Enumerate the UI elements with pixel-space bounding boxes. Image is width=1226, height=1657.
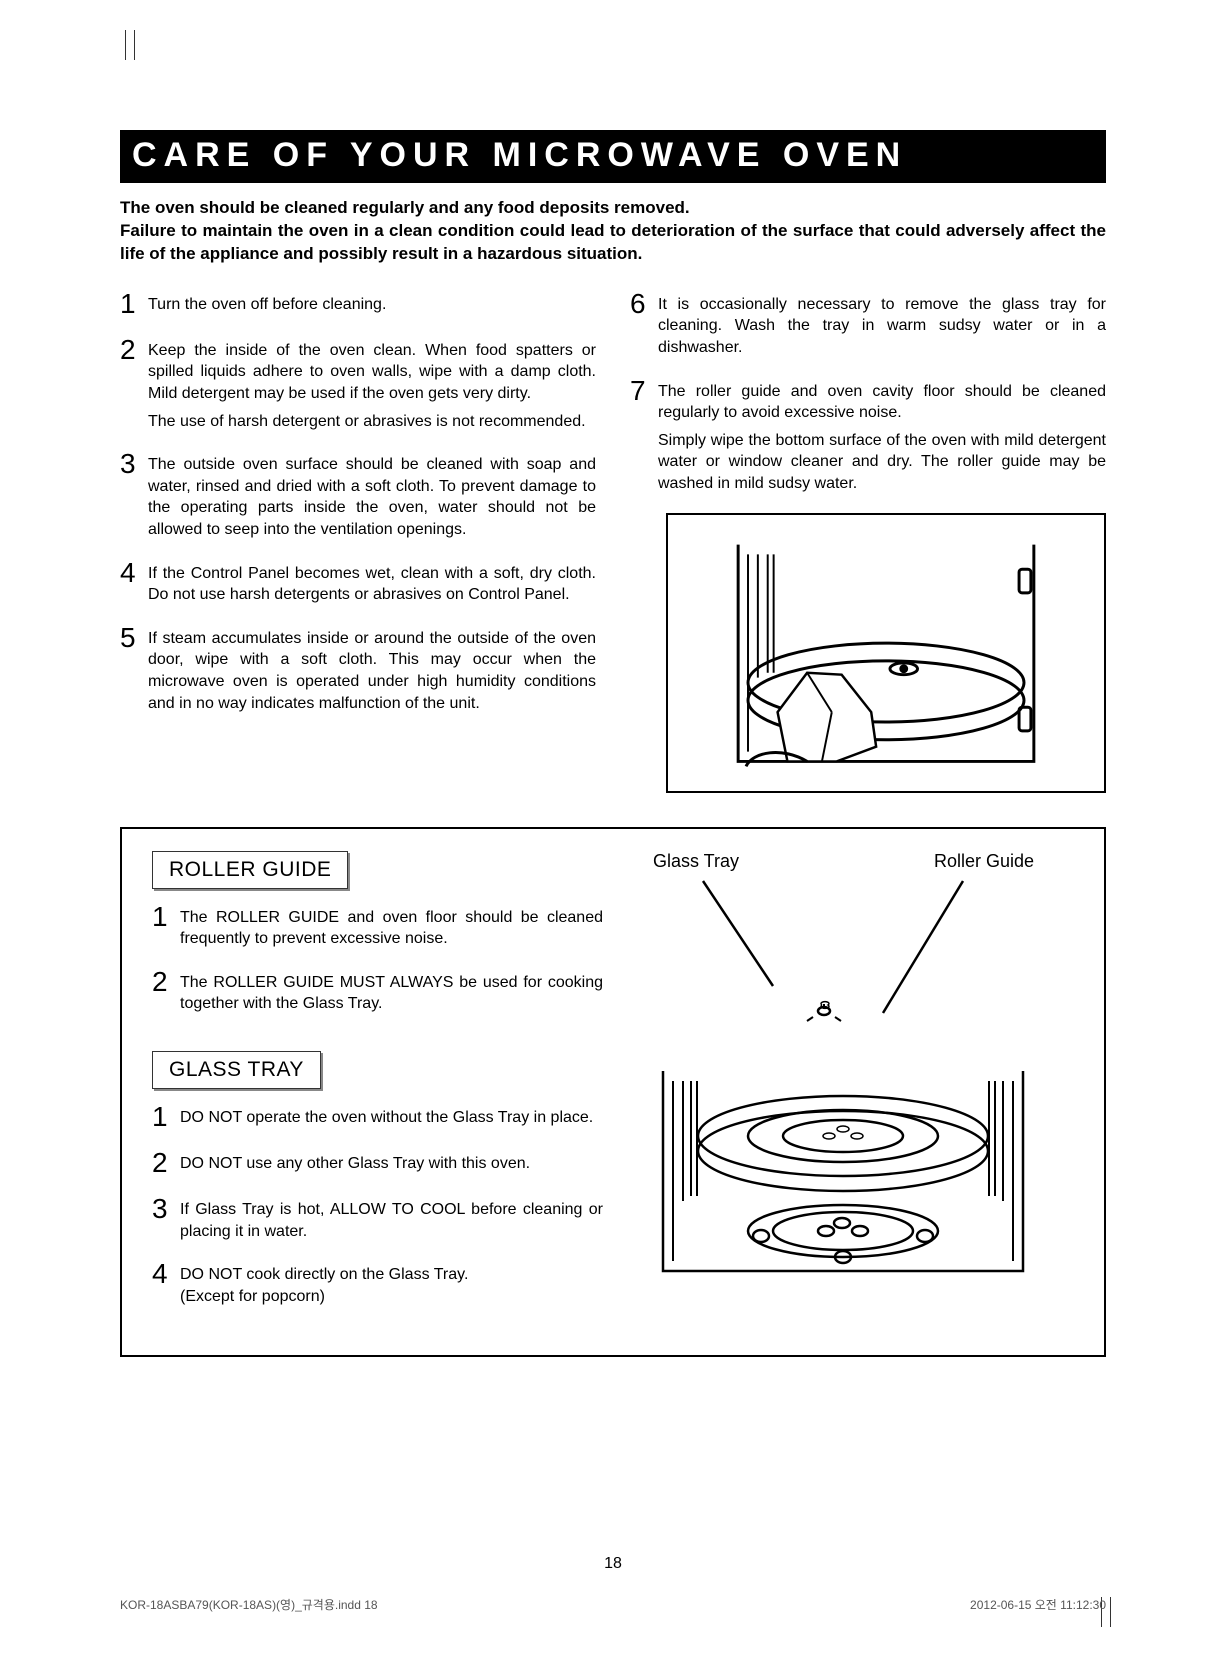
roller-glass-info-box: ROLLER GUIDE 1 The ROLLER GUIDE and oven… <box>120 827 1106 1358</box>
step-text: DO NOT cook directly on the Glass Tray. … <box>180 1260 603 1307</box>
glass-tray-label: Glass Tray <box>653 851 739 872</box>
step-main: DO NOT cook directly on the Glass Tray. <box>180 1266 468 1283</box>
two-column-steps: 1 Turn the oven off before cleaning. 2 K… <box>120 290 1106 793</box>
tray-assembly-icon <box>623 861 1063 1291</box>
step-number: 2 <box>120 336 148 432</box>
intro-line-2: Failure to maintain the oven in a clean … <box>120 221 1106 263</box>
step-item: 2 The ROLLER GUIDE MUST ALWAYS be used f… <box>152 968 603 1015</box>
step-item: 4 If the Control Panel becomes wet, clea… <box>120 559 596 606</box>
step-number: 1 <box>152 903 180 950</box>
step-text: DO NOT operate the oven without the Glas… <box>180 1103 603 1131</box>
step-item: 6 It is occasionally necessary to remove… <box>630 290 1106 359</box>
step-text: Turn the oven off before cleaning. <box>148 290 596 318</box>
step-item: 1 Turn the oven off before cleaning. <box>120 290 596 318</box>
step-text: If steam accumulates inside or around th… <box>148 624 596 714</box>
step-item: 2 DO NOT use any other Glass Tray with t… <box>152 1149 603 1177</box>
step-text: It is occasionally necessary to remove t… <box>658 290 1106 359</box>
roller-guide-label: Roller Guide <box>934 851 1034 872</box>
step-number: 2 <box>152 968 180 1015</box>
oven-cleaning-figure <box>666 513 1106 793</box>
step-item: 4 DO NOT cook directly on the Glass Tray… <box>152 1260 603 1307</box>
step-number: 4 <box>152 1260 180 1307</box>
step-sub: Simply wipe the bottom surface of the ov… <box>658 430 1106 495</box>
oven-clean-icon <box>668 515 1104 791</box>
roller-guide-heading: ROLLER GUIDE <box>152 851 348 889</box>
intro-line-1: The oven should be cleaned regularly and… <box>120 198 690 217</box>
step-number: 7 <box>630 377 658 495</box>
intro-paragraph: The oven should be cleaned regularly and… <box>120 197 1106 266</box>
step-text: If Glass Tray is hot, ALLOW TO COOL befo… <box>180 1195 603 1242</box>
step-item: 3 If Glass Tray is hot, ALLOW TO COOL be… <box>152 1195 603 1242</box>
step-text: The outside oven surface should be clean… <box>148 450 596 540</box>
step-text: The ROLLER GUIDE and oven floor should b… <box>180 903 603 950</box>
info-right-figure: Glass Tray Roller Guide <box>623 851 1074 1326</box>
step-number: 4 <box>120 559 148 606</box>
page-title: CARE OF YOUR MICROWAVE OVEN <box>120 130 1106 183</box>
page-number: 18 <box>604 1555 622 1573</box>
glass-tray-heading: GLASS TRAY <box>152 1051 321 1089</box>
step-sub: The use of harsh detergent or abrasives … <box>148 411 596 433</box>
footer-timestamp: 2012-06-15 오전 11:12:30 <box>970 1596 1106 1613</box>
step-number: 2 <box>152 1149 180 1177</box>
step-main: Keep the inside of the oven clean. When … <box>148 342 596 402</box>
step-text: The roller guide and oven cavity floor s… <box>658 377 1106 495</box>
step-number: 1 <box>120 290 148 318</box>
step-text: The ROLLER GUIDE MUST ALWAYS be used for… <box>180 968 603 1015</box>
step-main: The roller guide and oven cavity floor s… <box>658 383 1106 422</box>
right-column: 6 It is occasionally necessary to remove… <box>630 290 1106 793</box>
step-item: 5 If steam accumulates inside or around … <box>120 624 596 714</box>
step-item: 1 The ROLLER GUIDE and oven floor should… <box>152 903 603 950</box>
step-number: 3 <box>152 1195 180 1242</box>
step-item: 2 Keep the inside of the oven clean. Whe… <box>120 336 596 432</box>
manual-page: CARE OF YOUR MICROWAVE OVEN The oven sho… <box>0 0 1226 1657</box>
step-text: Keep the inside of the oven clean. When … <box>148 336 596 432</box>
step-number: 3 <box>120 450 148 540</box>
left-column: 1 Turn the oven off before cleaning. 2 K… <box>120 290 596 793</box>
step-number: 6 <box>630 290 658 359</box>
crop-mark-top <box>125 30 135 60</box>
info-left-column: ROLLER GUIDE 1 The ROLLER GUIDE and oven… <box>152 851 603 1326</box>
step-number: 5 <box>120 624 148 714</box>
step-text: If the Control Panel becomes wet, clean … <box>148 559 596 606</box>
step-item: 1 DO NOT operate the oven without the Gl… <box>152 1103 603 1131</box>
step-number: 1 <box>152 1103 180 1131</box>
step-text: DO NOT use any other Glass Tray with thi… <box>180 1149 603 1177</box>
footer-filename: KOR-18ASBA79(KOR-18AS)(영)_규격용.indd 18 <box>120 1596 378 1613</box>
step-item: 3 The outside oven surface should be cle… <box>120 450 596 540</box>
step-sub: (Except for popcorn) <box>180 1288 325 1305</box>
step-item: 7 The roller guide and oven cavity floor… <box>630 377 1106 495</box>
